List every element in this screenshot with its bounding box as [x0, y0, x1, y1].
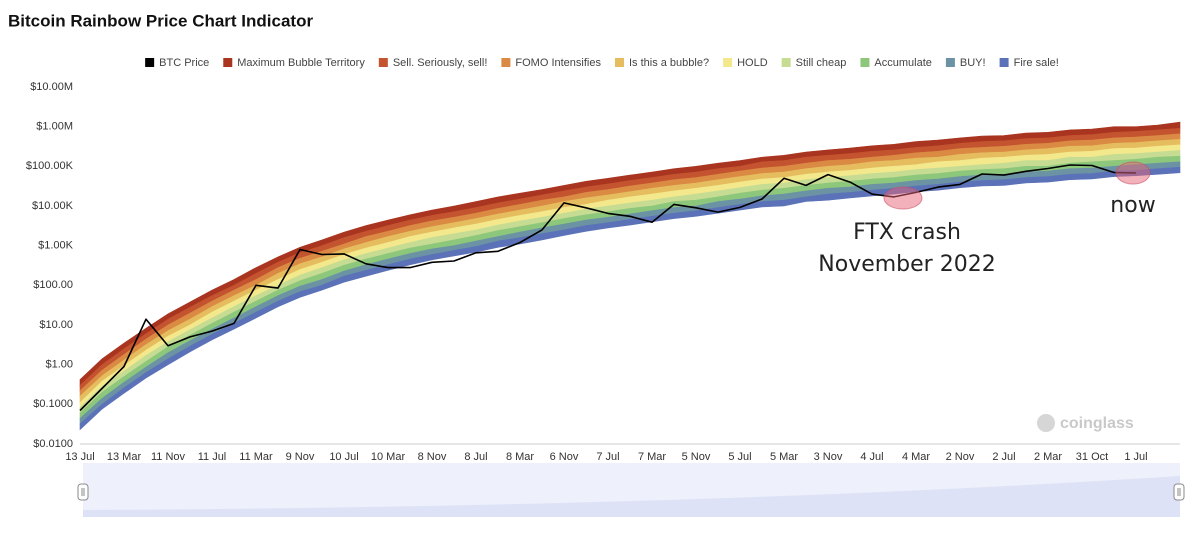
legend-item: Is this a bubble? — [614, 57, 709, 69]
x-tick-label: 2 Mar — [1034, 451, 1062, 463]
x-tick-label: 11 Mar — [239, 451, 273, 463]
x-tick-label: 2 Jul — [992, 451, 1015, 463]
legend-label: Sell. Seriously, sell! — [393, 57, 488, 69]
legend-item: FOMO Intensifies — [501, 57, 601, 69]
highlight-circle — [883, 186, 923, 210]
y-tick-label: $1.00 — [45, 359, 73, 371]
x-tick-label: 7 Jul — [596, 451, 619, 463]
legend-label: FOMO Intensifies — [515, 57, 601, 69]
rainbow-band — [79, 166, 1181, 431]
x-tick-label: 8 Jul — [464, 451, 487, 463]
legend-item: BTC Price — [145, 57, 209, 69]
legend-item: BUY! — [945, 57, 986, 69]
x-tick-label: 6 Nov — [550, 451, 579, 463]
x-tick-label: 5 Jul — [728, 451, 751, 463]
watermark-text: coinglass — [1060, 415, 1134, 432]
legend-item: Maximum Bubble Territory — [223, 57, 365, 69]
zoom-slider[interactable] — [77, 463, 1185, 517]
watermark: coinglass — [1037, 414, 1134, 432]
slider-preview — [83, 476, 1180, 517]
annotation: FTX crash — [853, 220, 961, 245]
legend-item: Sell. Seriously, sell! — [378, 57, 488, 69]
legend-label: Is this a bubble? — [629, 57, 709, 69]
x-tick-label: 8 Nov — [418, 451, 447, 463]
x-tick-label: 4 Mar — [902, 451, 930, 463]
legend-item: Still cheap — [781, 57, 847, 69]
x-tick-label: 8 Mar — [506, 451, 534, 463]
price-line — [79, 164, 1137, 412]
x-tick-label: 5 Nov — [682, 451, 711, 463]
annotation-marks — [883, 161, 1151, 210]
highlight-circle — [1115, 161, 1151, 185]
x-tick-label: 11 Jul — [198, 451, 227, 463]
x-tick-label: 3 Nov — [814, 451, 843, 463]
x-tick-label: 13 Jul — [65, 451, 94, 463]
legend-label: Maximum Bubble Territory — [237, 57, 365, 69]
x-tick-label: 5 Mar — [770, 451, 798, 463]
annotation: November 2022 — [818, 252, 995, 277]
legend-item: HOLD — [723, 57, 768, 69]
y-tick-label: $0.1000 — [33, 398, 73, 410]
x-tick-label: 2 Nov — [946, 451, 975, 463]
legend-swatch — [501, 58, 511, 67]
legend-swatch — [723, 58, 733, 67]
y-tick-label: $100.00 — [33, 279, 73, 291]
x-tick-label: 11 Nov — [151, 451, 186, 463]
y-tick-label: $100.00K — [26, 160, 74, 172]
legend-item: Accumulate — [860, 57, 932, 69]
legend-label: Still cheap — [796, 57, 847, 69]
slider-handle-right[interactable] — [1173, 483, 1185, 501]
y-tick-label: $10.00 — [39, 319, 73, 331]
y-tick-label: $1.00M — [36, 121, 73, 133]
legend-label: HOLD — [737, 57, 768, 69]
legend-swatch — [378, 58, 388, 67]
chart-title: Bitcoin Rainbow Price Chart Indicator — [8, 11, 313, 30]
x-tick-label: 4 Jul — [860, 451, 883, 463]
y-tick-label: $0.0100 — [33, 438, 73, 450]
legend-swatch — [614, 58, 624, 67]
legend-swatch — [999, 58, 1009, 67]
x-tick-label: 1 Jul — [1124, 451, 1147, 463]
x-tick-label: 31 Oct — [1076, 451, 1108, 463]
y-tick-label: $1.00K — [38, 240, 74, 252]
axes: $0.0100 $0.1000 $1.00 $10.00 $100.00 $1.00K $1… — [26, 81, 1180, 463]
x-tick-label: 13 Mar — [107, 451, 142, 463]
watermark-icon — [1037, 414, 1055, 432]
legend-swatch — [945, 58, 955, 67]
legend: BTC Price Maximum Bubble Territory Sell. S… — [145, 57, 1059, 69]
legend-label: BUY! — [960, 57, 986, 69]
legend-label: Accumulate — [874, 57, 931, 69]
x-tick-label: 9 Nov — [286, 451, 315, 463]
plot-area — [79, 121, 1181, 431]
x-tick-label: 7 Mar — [638, 451, 666, 463]
legend-swatch — [223, 58, 233, 67]
y-tick-label: $10.00K — [32, 200, 74, 212]
legend-swatch — [781, 58, 791, 67]
slider-handle-left[interactable] — [77, 483, 89, 501]
legend-label: Fire sale! — [1014, 57, 1059, 69]
annotation: now — [1110, 193, 1155, 218]
y-tick-label: $10.00M — [30, 81, 73, 93]
legend-item: Fire sale! — [999, 57, 1059, 69]
x-tick-label: 10 Mar — [371, 451, 406, 463]
legend-label: BTC Price — [159, 57, 209, 69]
legend-swatch — [145, 58, 155, 67]
x-tick-label: 10 Jul — [329, 451, 358, 463]
legend-swatch — [860, 58, 870, 67]
